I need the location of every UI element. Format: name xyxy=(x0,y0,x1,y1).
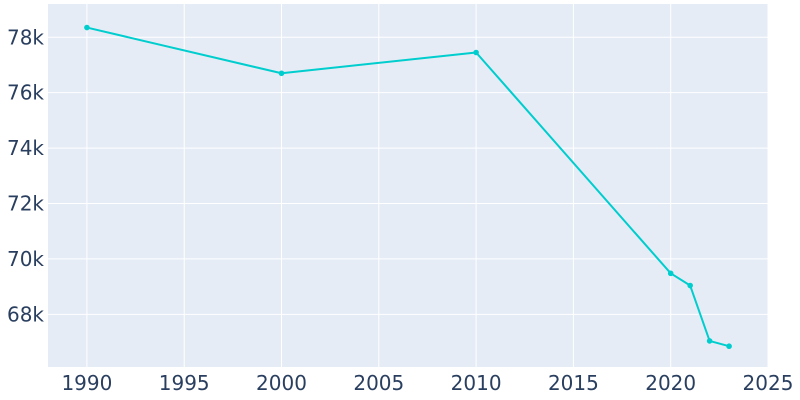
y-gridlines xyxy=(48,36,768,315)
x-gridlines xyxy=(86,4,769,367)
x-axis-tick-labels: 1990 1995 2000 2005 2010 2015 2020 2025 xyxy=(61,371,793,395)
data-point-2022[interactable] xyxy=(706,338,713,344)
x-tick-label-1990: 1990 xyxy=(61,371,112,395)
data-point-2023[interactable] xyxy=(726,343,732,350)
series-layer xyxy=(84,24,732,350)
x-tick-label-2005: 2005 xyxy=(353,371,404,395)
x-tick-label-2010: 2010 xyxy=(451,371,502,395)
data-point-2010[interactable] xyxy=(473,49,479,56)
x-tick-label-2025: 2025 xyxy=(743,371,794,395)
plot-area xyxy=(48,4,768,367)
data-point-1990[interactable] xyxy=(84,24,90,31)
y-tick-label-72k: 72k xyxy=(7,192,44,216)
x-tick-label-1995: 1995 xyxy=(159,371,210,395)
y-tick-label-74k: 74k xyxy=(7,136,44,160)
y-tick-label-70k: 70k xyxy=(7,247,44,271)
data-point-2000[interactable] xyxy=(278,70,285,77)
y-tick-label-68k: 68k xyxy=(7,302,44,326)
y-tick-label-76k: 76k xyxy=(7,81,44,105)
y-tick-label-78k: 78k xyxy=(7,25,44,49)
data-point-2020[interactable] xyxy=(667,270,674,277)
x-tick-label-2015: 2015 xyxy=(548,371,599,395)
x-tick-label-2020: 2020 xyxy=(645,371,696,395)
data-point-2021[interactable] xyxy=(687,282,693,289)
y-axis-tick-labels: 68k 70k 72k 74k 76k 78k xyxy=(7,25,44,326)
x-tick-label-2000: 2000 xyxy=(256,371,307,395)
